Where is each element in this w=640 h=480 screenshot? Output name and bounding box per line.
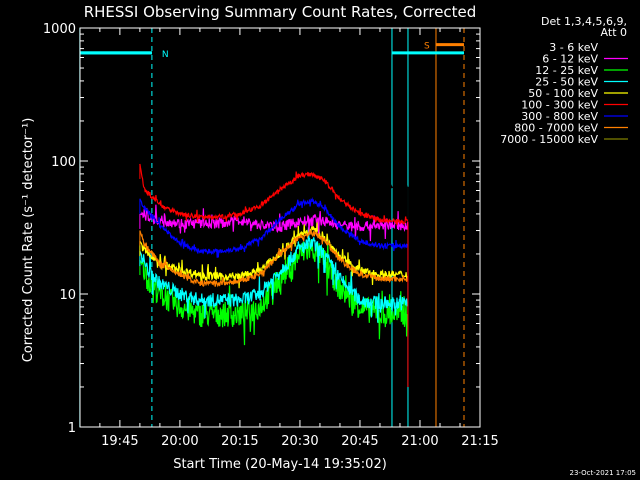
series-line bbox=[139, 196, 409, 258]
footer-date: 23-Oct-2021 17:05 bbox=[570, 469, 636, 477]
axes: 19:45 20:00 20:15 20:30 20:45 21:00 21:15 1 10 10… bbox=[43, 22, 499, 449]
series-line bbox=[139, 228, 409, 288]
chart-title: RHESSI Observing Summary Count Rates, Co… bbox=[84, 3, 477, 21]
legend-label: 800 - 7000 keV bbox=[514, 122, 598, 135]
x-tick-label: 21:00 bbox=[401, 434, 438, 449]
series-line bbox=[139, 155, 408, 192]
legend-header: Att 0 bbox=[601, 26, 627, 39]
y-tick-label: 100 bbox=[51, 155, 76, 170]
legend-label: 50 - 100 keV bbox=[528, 87, 598, 100]
legend-label: 7000 - 15000 keV bbox=[500, 133, 598, 146]
x-tick-label: 21:15 bbox=[461, 434, 498, 449]
series-line bbox=[139, 227, 409, 323]
x-tick-label: 20:45 bbox=[341, 434, 378, 449]
legend-header: Det 1,3,4,5,6,9, bbox=[541, 15, 627, 28]
x-axis-label: Start Time (20-May-14 19:35:02) bbox=[173, 457, 387, 472]
flag-label: S bbox=[424, 42, 430, 52]
x-tick-label: 20:00 bbox=[161, 434, 198, 449]
x-tick-label: 20:15 bbox=[221, 434, 258, 449]
flag-label: N bbox=[162, 50, 169, 60]
legend-label: 25 - 50 keV bbox=[535, 76, 598, 89]
series-line bbox=[139, 204, 409, 242]
y-tick-label: 10 bbox=[59, 288, 76, 303]
legend-label: 6 - 12 keV bbox=[542, 53, 598, 66]
y-tick-label: 1 bbox=[68, 421, 76, 436]
x-tick-label: 19:45 bbox=[101, 434, 138, 449]
legend-label: 3 - 6 keV bbox=[549, 41, 598, 54]
series-line bbox=[139, 238, 409, 346]
y-axis-label: Corrected Count Rate (s⁻¹ detector⁻¹) bbox=[21, 118, 36, 363]
y-tick-label: 1000 bbox=[43, 22, 76, 37]
x-tick-label: 20:30 bbox=[281, 434, 318, 449]
legend-label: 12 - 25 keV bbox=[535, 64, 598, 77]
plot-area: NS bbox=[79, 28, 465, 427]
legend-label: 100 - 300 keV bbox=[521, 99, 598, 112]
legend-label: 300 - 800 keV bbox=[521, 110, 598, 123]
series-line bbox=[139, 163, 409, 226]
